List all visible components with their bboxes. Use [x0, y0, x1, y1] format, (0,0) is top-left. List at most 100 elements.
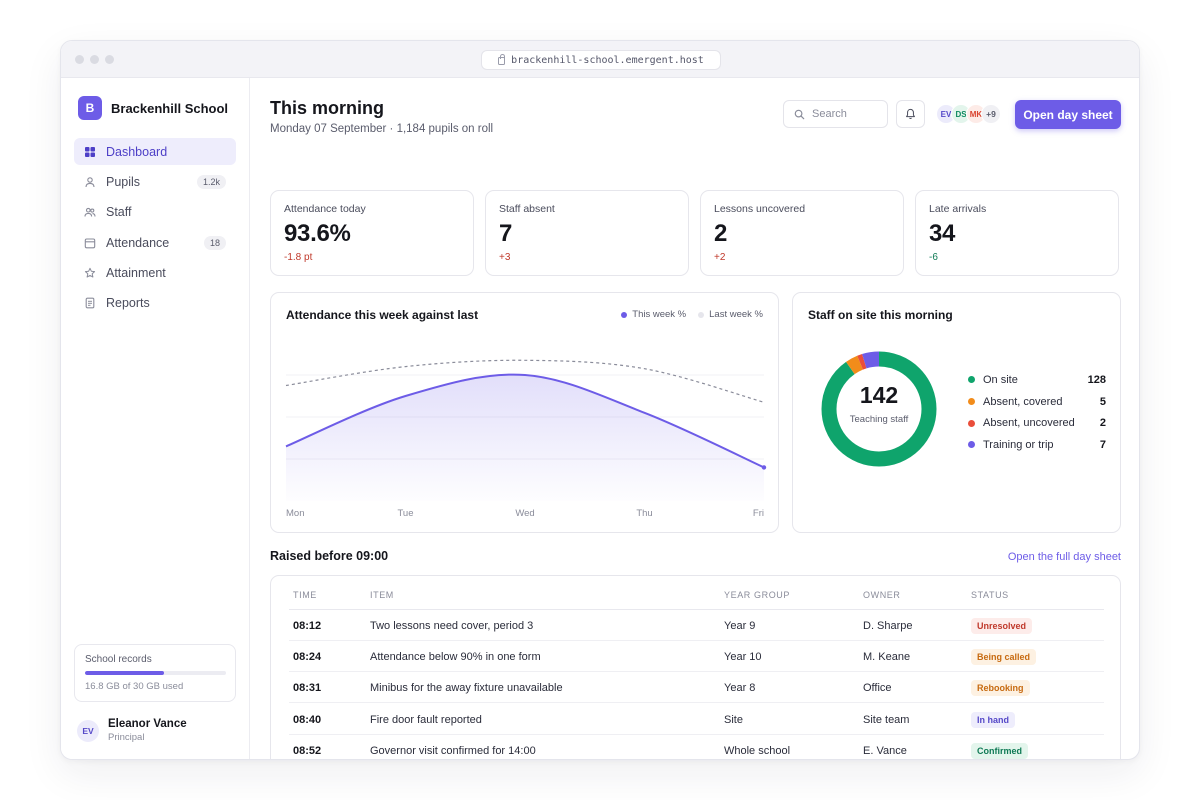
- sidebar-item-attainment[interactable]: Attainment: [74, 260, 236, 287]
- sidebar-item-label: Dashboard: [106, 144, 168, 159]
- kpi-label: Late arrivals: [929, 203, 987, 215]
- kpi-value: 7: [499, 220, 513, 247]
- donut-legend-row: Training or trip 7: [968, 434, 1106, 456]
- calendar-icon: [84, 238, 96, 249]
- kpi-card[interactable]: Attendance today 93.6% -1.8 pt: [270, 190, 474, 276]
- sidebar-item-dashboard[interactable]: Dashboard: [74, 138, 236, 165]
- donut-legend-row: Absent, covered 5: [968, 391, 1106, 413]
- column-header[interactable]: YEAR GROUP: [724, 590, 791, 600]
- row-owner: D. Sharpe: [863, 620, 913, 632]
- sidebar-item-badge: 18: [203, 236, 226, 251]
- attendance-chart: Mon Tue Wed Thu Fri: [285, 359, 767, 519]
- search-box[interactable]: [783, 100, 888, 128]
- raised-items-table: TIME ITEM YEAR GROUP OWNER STATUS 08:12 Two le…: [270, 575, 1121, 759]
- row-time: 08:24: [293, 651, 322, 664]
- kpi-delta: -1.8 pt: [284, 252, 313, 263]
- sidebar-nav: Dashboard Pupils 1.2k Staff Attendance 18 Atta…: [74, 138, 236, 320]
- legend-swatch: [968, 376, 975, 384]
- legend-label: Last week %: [709, 309, 763, 320]
- kpi-card[interactable]: Staff absent 7 +3: [485, 190, 689, 276]
- user-profile[interactable]: EV Eleanor Vance Principal: [77, 718, 187, 743]
- donut-total: 142: [859, 382, 899, 408]
- star-icon: [84, 267, 96, 278]
- person-icon: [84, 176, 96, 188]
- notifications-button[interactable]: [896, 100, 925, 128]
- row-owner: M. Keane: [863, 651, 911, 664]
- table-header: TIME ITEM YEAR GROUP OWNER STATUS: [289, 576, 1104, 610]
- window-minimize-dot[interactable]: [90, 55, 99, 64]
- kpi-value: 34: [929, 220, 956, 247]
- row-year-group: Year 8: [724, 682, 756, 695]
- grid-icon: [85, 146, 95, 157]
- table-row[interactable]: 08:31 Minibus for the away fixture unavai…: [289, 672, 1104, 704]
- user-name: Eleanor Vance: [108, 718, 187, 730]
- lock-icon: [498, 53, 506, 65]
- legend-label: On site: [983, 373, 1018, 386]
- column-header[interactable]: ITEM: [370, 590, 394, 600]
- more-avatars-count[interactable]: +9: [981, 104, 1001, 124]
- document-icon: [84, 297, 96, 309]
- kpi-delta: +2: [714, 252, 726, 263]
- legend-label: This week %: [632, 309, 687, 320]
- legend-label: Absent, covered: [983, 395, 1063, 408]
- status-badge: Confirmed: [971, 742, 1028, 759]
- row-owner: Site team: [863, 713, 910, 726]
- sidebar: B Brackenhill School Dashboard Pupils 1.2k…: [61, 78, 250, 759]
- sidebar-item-label: Pupils: [106, 174, 141, 189]
- column-header[interactable]: STATUS: [971, 590, 1009, 600]
- legend-item: This week %: [621, 309, 686, 320]
- series-line-this-week: [285, 373, 765, 469]
- legend-value: 7: [1099, 438, 1106, 451]
- sidebar-item-attendance[interactable]: Attendance 18: [74, 229, 236, 256]
- window-maximize-dot[interactable]: [105, 55, 114, 64]
- row-year-group: Year 9: [724, 620, 756, 632]
- table-row[interactable]: 08:24 Attendance below 90% in one form Yea…: [289, 641, 1104, 673]
- table-row[interactable]: 08:40 Fire door fault reported Site Site te…: [289, 704, 1104, 735]
- legend-swatch: [698, 311, 705, 318]
- storage-usage-text: 16.8 GB of 30 GB used: [85, 681, 184, 692]
- kpi-card[interactable]: Lessons uncovered 2 +2: [700, 190, 904, 276]
- storage-progress-track: [85, 671, 226, 675]
- url-text: brackenhill-school.emergent.host: [511, 54, 704, 66]
- sidebar-item-label: Attendance: [106, 235, 170, 250]
- page-subtitle: Monday 07 September · 1,184 pupils on ro…: [270, 123, 494, 135]
- table-row[interactable]: 08:12 Two lessons need cover, period 3 Yea…: [289, 610, 1104, 641]
- row-owner: Office: [863, 682, 892, 695]
- document-icon: [85, 298, 95, 309]
- search-icon: [794, 109, 805, 119]
- attendance-chart-title: Attendance this week against last: [286, 308, 479, 322]
- search-input[interactable]: [812, 108, 882, 120]
- column-header[interactable]: TIME: [293, 590, 317, 600]
- donut-segment-on-site: [821, 351, 937, 467]
- url-bar[interactable]: brackenhill-school.emergent.host: [481, 50, 721, 70]
- row-time: 08:12: [293, 620, 322, 632]
- storage-title: School records: [85, 654, 152, 665]
- sidebar-item-pupils[interactable]: Pupils 1.2k: [74, 168, 236, 195]
- row-time: 08:31: [293, 682, 322, 695]
- page-title: This morning: [270, 98, 384, 118]
- kpi-card[interactable]: Late arrivals 34 -6: [915, 190, 1119, 276]
- legend-swatch: [968, 419, 975, 427]
- legend-value: 128: [1087, 373, 1106, 386]
- sidebar-item-staff[interactable]: Staff: [74, 199, 236, 226]
- browser-window: brackenhill-school.emergent.host B Brack…: [60, 40, 1140, 760]
- kpi-label: Lessons uncovered: [714, 203, 806, 215]
- brand[interactable]: B Brackenhill School: [78, 96, 228, 120]
- status-badge: In hand: [971, 711, 1015, 728]
- open-day-sheet-button[interactable]: Open day sheet: [1015, 100, 1121, 129]
- person-icon: [85, 177, 95, 187]
- table-row[interactable]: 08:52 Governor visit confirmed for 14:00 W…: [289, 735, 1104, 759]
- row-year-group: Year 10: [724, 651, 762, 664]
- raised-section-title: Raised before 09:00: [270, 549, 389, 563]
- window-close-dot[interactable]: [75, 55, 84, 64]
- storage-card: School records 16.8 GB of 30 GB used: [74, 644, 236, 702]
- x-tick-label: Thu: [636, 508, 652, 519]
- staff-donut-legend: On site 128 Absent, covered 5 Absent, uncove…: [968, 369, 1106, 456]
- open-full-day-sheet-link[interactable]: Open the full day sheet: [1007, 551, 1121, 563]
- sidebar-item-reports[interactable]: Reports: [74, 290, 236, 317]
- user-role: Principal: [108, 732, 145, 743]
- staff-on-site-card: Staff on site this morning 142 Teaching …: [792, 292, 1121, 533]
- legend-swatch: [968, 441, 975, 449]
- column-header[interactable]: OWNER: [863, 590, 901, 600]
- team-avatars[interactable]: EV DS MK +9: [936, 104, 1001, 124]
